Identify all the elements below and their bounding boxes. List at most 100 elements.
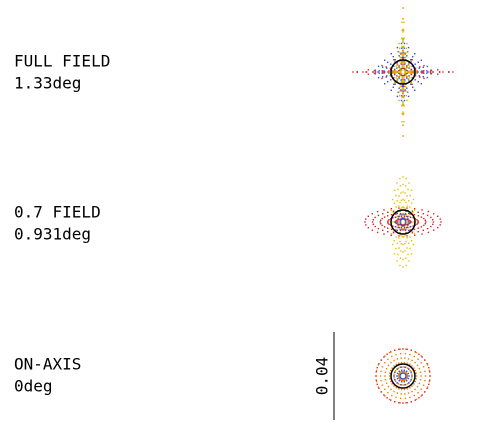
spot-ray (405, 68, 408, 70)
spot-ray (391, 383, 393, 385)
spot-ray (408, 229, 410, 232)
spot-ray (413, 228, 416, 230)
spot-ray (423, 77, 425, 80)
spot-ray (397, 223, 399, 225)
spot-ray (417, 215, 419, 217)
spot-ray (389, 67, 392, 69)
spot-ray (400, 234, 402, 236)
spot-ray (415, 378, 417, 380)
spot-ray (376, 367, 378, 369)
spot-ray (404, 384, 406, 386)
spot-ray (406, 225, 408, 227)
spot-ray (408, 222, 410, 225)
spot-ray (402, 103, 404, 105)
spot-ray (420, 226, 423, 228)
spot-ray (372, 71, 374, 73)
spot-ray (400, 57, 402, 59)
spot-ray (401, 61, 403, 64)
spot-ray (406, 99, 408, 102)
spot-ray (389, 372, 391, 374)
spot-ray (417, 231, 419, 233)
spot-ray (380, 370, 382, 372)
spot-ray (427, 386, 429, 388)
spot-ray (414, 234, 416, 236)
spot-ray (402, 191, 404, 193)
spot-ray (401, 372, 403, 374)
spot-ray (432, 221, 435, 223)
spot-ray (400, 61, 402, 63)
spot-ray (407, 188, 409, 191)
spot-ray (394, 70, 396, 72)
spot-ray (400, 89, 402, 91)
spot-ray (390, 89, 392, 91)
spot-ray (397, 253, 399, 256)
spot-ray (423, 72, 425, 74)
spot-ray (400, 366, 402, 368)
spot-ray (402, 58, 404, 60)
spot-ray (396, 78, 399, 80)
spot-ray (414, 369, 416, 372)
spot-ray (400, 384, 402, 386)
spot-ray (365, 224, 367, 226)
spot-ray (400, 218, 402, 220)
spot-ray (399, 73, 401, 75)
spot-ray (390, 399, 392, 401)
spot-ray (404, 219, 407, 222)
spot-ray (404, 217, 406, 219)
spot-ray (387, 358, 389, 360)
spot-ray (408, 80, 410, 82)
spot-ray (367, 215, 369, 217)
spot-ray (424, 219, 426, 221)
spot-ray (386, 353, 388, 355)
spot-ray (424, 375, 427, 377)
spot-ray (400, 226, 403, 229)
spot-ray (410, 68, 413, 71)
spot-ray (403, 371, 406, 373)
spot-ray (399, 86, 401, 88)
spot-ray (403, 215, 406, 218)
spot-ray (410, 70, 412, 72)
spot-ray (404, 222, 407, 225)
spot-ray (405, 348, 407, 350)
spot-ray (404, 379, 406, 381)
spot-ray (413, 367, 415, 369)
spot-ray (400, 215, 403, 218)
spot-ray (411, 375, 413, 377)
spot-ray (411, 377, 413, 379)
spot-ray (375, 380, 378, 383)
spot-ray (403, 78, 405, 80)
spot-ray (403, 21, 405, 23)
spot-ray (410, 349, 412, 351)
spot-ray (398, 65, 400, 67)
spot-ray (395, 80, 397, 82)
spot-ray (417, 61, 419, 63)
spot-ray (411, 83, 413, 85)
spot-ray (405, 375, 407, 377)
spot-ray (404, 57, 406, 59)
spot-ray (377, 65, 380, 68)
spot-ray (398, 71, 400, 73)
spot-ray (402, 92, 404, 94)
spot-ray (398, 72, 400, 74)
spot-ray (396, 222, 398, 225)
spot-ray (403, 226, 406, 229)
spot-ray (401, 21, 403, 23)
spot-ray (410, 72, 412, 74)
spot-ray (388, 398, 391, 401)
spot-ray (394, 83, 396, 85)
spot-ray (372, 223, 374, 225)
spot-ray (426, 214, 429, 217)
spot-ray (398, 87, 400, 89)
spot-ray (403, 66, 405, 68)
spot-ray (398, 373, 400, 375)
spot-ray (410, 73, 413, 76)
spot-ray (400, 81, 402, 83)
spot-ray (405, 221, 407, 223)
spot-ray (417, 220, 419, 222)
spot-ray (398, 207, 400, 209)
spot-ray (403, 57, 405, 59)
spot-ray (408, 219, 410, 222)
spot-ray (387, 211, 389, 213)
spot-ray (411, 373, 413, 375)
spot-ray (417, 392, 419, 394)
